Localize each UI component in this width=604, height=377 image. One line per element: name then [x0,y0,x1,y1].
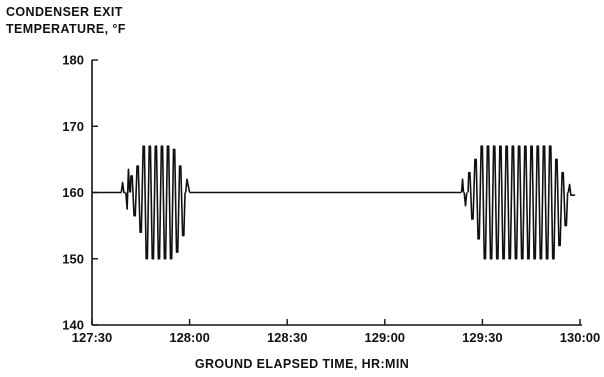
series-oscillation-8 [467,145,569,260]
y-axis-label-line-1: CONDENSER EXIT [6,5,123,19]
x-tick-label-128-00: 128:00 [169,330,209,345]
x-tick-label-129-30: 129:30 [462,330,502,345]
y-tick-label-140: 140 [62,318,84,333]
series-segment-6 [460,178,465,193]
x-tick-label-129-00: 129:00 [365,330,405,345]
series-segment-9 [567,183,576,196]
x-tick-label-130-00: 130:00 [560,330,600,345]
y-tick-label-180: 180 [62,53,84,68]
series-segment-2 [125,168,131,210]
series-segment-7 [463,192,468,207]
x-tick-label-127-30: 127:30 [72,330,112,345]
y-tick-label-170: 170 [62,119,84,134]
series-segment-4 [184,178,191,193]
y-tick-label-160: 160 [62,185,84,200]
x-tick-label-128-30: 128:30 [267,330,307,345]
series-segment-1 [120,181,126,194]
series-oscillation-3 [129,145,186,260]
x-axis-label: GROUND ELAPSED TIME, HR:MIN [194,357,410,371]
y-tick-label-150: 150 [62,251,84,266]
y-axis-label-line-2: TEMPERATURE, °F [6,22,126,36]
